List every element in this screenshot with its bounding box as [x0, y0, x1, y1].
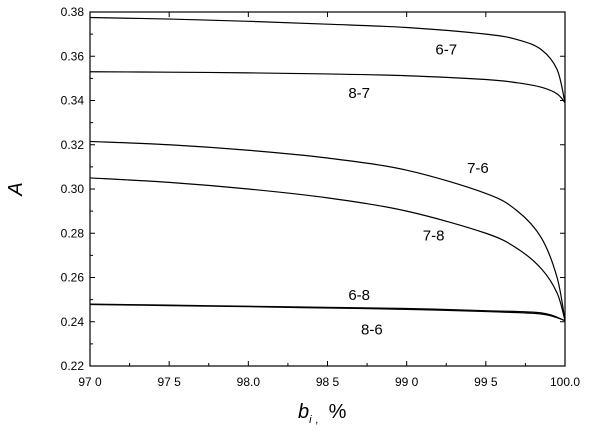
y-tick-label: 0.22 — [61, 359, 85, 373]
series-lines — [89, 16, 566, 322]
axis-ticks: 0.22 0.24 0.26 0.28 0.30 0.32 0.34 0.36 0.38 97 0… — [61, 5, 581, 389]
x-axis-unit: % — [329, 401, 347, 423]
x-axis-title: bi,% — [298, 401, 347, 426]
x-axis-variable: b — [298, 401, 309, 423]
curve-label-7-8: 7-8 — [423, 227, 445, 244]
y-tick-label: 0.32 — [61, 138, 85, 152]
x-tick-label: 98 5 — [316, 375, 340, 389]
curve-labels: 6-7 8-7 7-6 7-8 6-8 8-6 — [348, 42, 488, 339]
series-line-8-7 — [89, 71, 566, 104]
y-tick-label: 0.34 — [61, 94, 85, 108]
x-axis-subscript: i — [309, 414, 312, 426]
x-axis-separator: , — [316, 414, 319, 426]
curve-label-7-6: 7-6 — [467, 160, 489, 177]
y-tick-label: 0.28 — [61, 226, 85, 240]
y-axis-title: A — [5, 182, 27, 196]
series-line-6-7 — [89, 16, 566, 103]
y-tick-label: 0.26 — [61, 271, 85, 285]
y-tick-label: 0.36 — [61, 49, 85, 63]
curve-label-8-7: 8-7 — [348, 85, 370, 102]
x-tick-label: 99 0 — [395, 375, 419, 389]
y-tick-label: 0.24 — [61, 315, 85, 329]
series-line-7-6 — [89, 140, 566, 321]
curve-label-6-8: 6-8 — [348, 287, 370, 304]
curve-label-8-6: 8-6 — [361, 321, 383, 338]
y-tick-label: 0.38 — [61, 5, 85, 19]
plot-frame — [89, 11, 566, 367]
curve-label-6-7: 6-7 — [435, 42, 457, 59]
y-tick-label: 0.30 — [61, 182, 85, 196]
x-tick-label: 99 5 — [474, 375, 498, 389]
x-tick-label: 98.0 — [237, 375, 261, 389]
x-tick-label: 100.0 — [550, 375, 580, 389]
x-tick-label: 97 0 — [78, 375, 102, 389]
series-line-7-8 — [89, 177, 566, 321]
series-line-8-6 — [89, 303, 566, 322]
x-tick-label: 97 5 — [157, 375, 181, 389]
